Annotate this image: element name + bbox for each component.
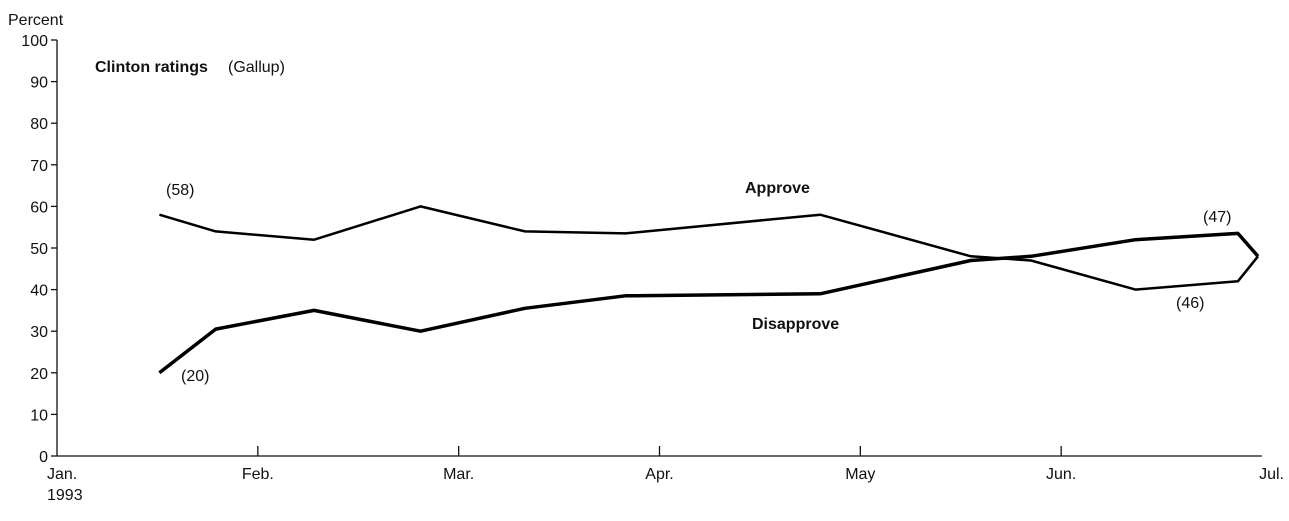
y-tick-label: 30	[30, 324, 48, 341]
chart-title: Clinton ratings	[95, 59, 208, 76]
y-tick-label: 80	[30, 116, 48, 133]
series-line	[159, 205, 1259, 291]
y-axis-label: Percent	[8, 12, 64, 29]
annotation: (46)	[1176, 295, 1204, 312]
x-tick-label: Jun.	[1046, 466, 1076, 483]
y-tick-label: 10	[30, 407, 48, 424]
y-tick-label: 70	[30, 158, 48, 175]
series-label: Approve	[745, 180, 810, 197]
series-label: Disapprove	[752, 316, 839, 333]
series-line	[158, 231, 1260, 375]
annotation: (47)	[1203, 209, 1231, 226]
x-tick-label: Mar.	[443, 466, 474, 483]
y-tick-label: 50	[30, 241, 48, 258]
chart-subtitle: (Gallup)	[228, 59, 285, 76]
y-tick-label: 100	[21, 33, 48, 50]
x-tick-label: Jan.	[47, 466, 77, 483]
y-tick-label: 40	[30, 283, 48, 300]
x-year-label: 1993	[47, 487, 83, 504]
y-tick-label: 60	[30, 199, 48, 216]
y-tick-label: 20	[30, 366, 48, 383]
annotation: (20)	[181, 368, 209, 385]
y-tick-label: 90	[30, 75, 48, 92]
y-tick-label: 0	[39, 449, 48, 466]
x-tick-label: May	[845, 466, 875, 483]
x-tick-label: Apr.	[645, 466, 673, 483]
x-tick-label: Jul.	[1259, 466, 1284, 483]
annotation: (58)	[166, 182, 194, 199]
x-tick-label: Feb.	[242, 466, 274, 483]
